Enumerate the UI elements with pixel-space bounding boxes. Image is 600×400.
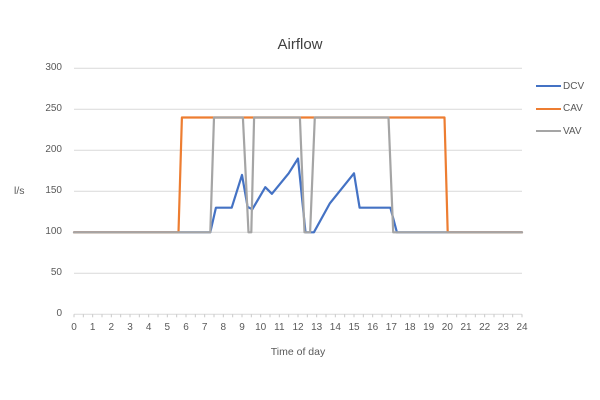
x-tick-label-8: 8	[220, 322, 227, 333]
legend-label-cav: CAV	[563, 103, 583, 115]
y-tick-label-250: 250	[45, 103, 62, 115]
x-tick-label-24: 24	[516, 322, 528, 333]
x-tick-label-11: 11	[274, 322, 285, 333]
x-tick-label-14: 14	[329, 322, 341, 333]
y-tick-label-100: 100	[45, 226, 62, 238]
chart-title: Airflow	[277, 36, 323, 53]
x-tick-label-20: 20	[441, 322, 453, 333]
x-tick-label-7: 7	[201, 322, 208, 333]
x-tick-label-3: 3	[127, 322, 133, 333]
legend-item-dcv: DCV	[536, 75, 584, 98]
x-tick-label-12: 12	[292, 322, 304, 333]
x-tick-label-17: 17	[385, 322, 397, 333]
x-axis-title: Time of day	[270, 346, 326, 358]
x-tick-label-19: 19	[423, 322, 435, 333]
legend-item-cav: CAV	[536, 98, 584, 121]
x-tick-label-4: 4	[145, 322, 152, 333]
series-line-dcv	[72, 157, 524, 234]
chart-legend: DCV CAV VAV	[536, 75, 584, 143]
x-tick-label-16: 16	[367, 322, 379, 333]
series-line-vav	[72, 116, 524, 234]
x-tick-label-15: 15	[348, 322, 360, 333]
y-tick-label-200: 200	[45, 144, 62, 156]
series-line-cav	[72, 116, 524, 234]
x-tick-label-22: 22	[479, 322, 491, 333]
legend-label-vav: VAV	[563, 125, 582, 137]
y-tick-label-150: 150	[45, 185, 62, 197]
legend-swatch-cav	[536, 107, 561, 110]
legend-swatch-dcv	[536, 85, 561, 88]
y-tick-label-300: 300	[45, 62, 62, 74]
legend-item-vav: VAV	[536, 120, 584, 143]
y-axis-unit-label: l/s	[14, 185, 25, 197]
x-tick-label-9: 9	[239, 322, 245, 333]
x-tick-label-5: 5	[164, 322, 171, 333]
legend-swatch-vav	[536, 130, 561, 133]
x-tick-label-10: 10	[255, 322, 267, 333]
x-tick-label-6: 6	[183, 322, 189, 333]
x-tick-label-2: 2	[108, 322, 115, 333]
x-tick-label-1: 1	[89, 322, 96, 333]
y-tick-label-0: 0	[56, 308, 62, 320]
y-tick-label-50: 50	[50, 267, 62, 279]
x-tick-label-13: 13	[311, 322, 323, 333]
x-tick-label-0: 0	[71, 322, 77, 333]
x-tick-label-21: 21	[460, 322, 472, 333]
legend-label-dcv: DCV	[563, 80, 585, 92]
x-tick-label-18: 18	[404, 322, 416, 333]
x-tick-label-23: 23	[497, 322, 509, 333]
